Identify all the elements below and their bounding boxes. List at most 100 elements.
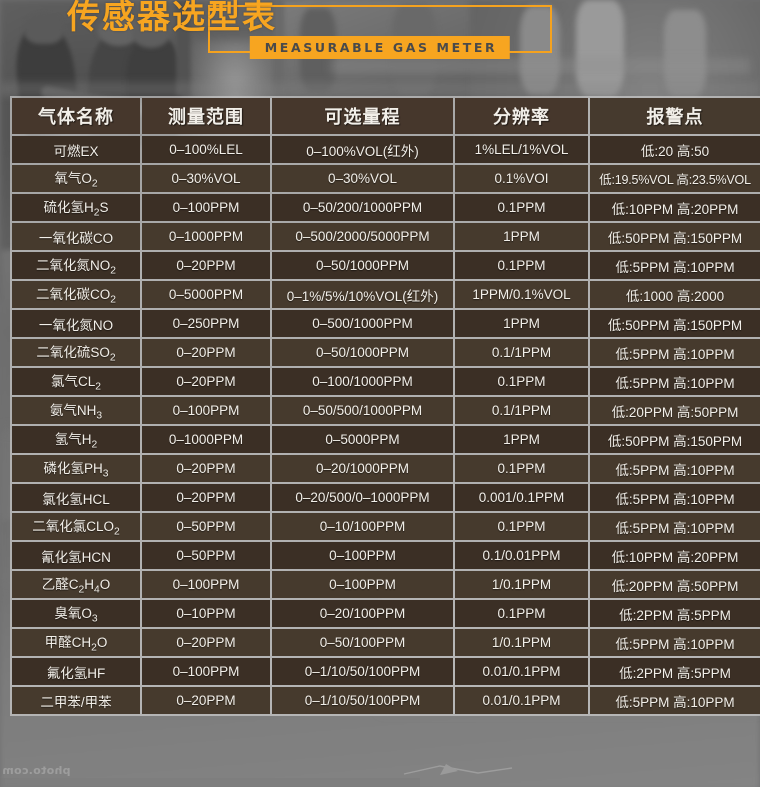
- cell-gas-name: 氟化氢HF: [12, 658, 140, 685]
- cell-measuring-range: 0–50PPM: [142, 542, 270, 569]
- background-figure: [576, 0, 624, 96]
- cell-optional-range: 0–10/100PPM: [272, 513, 453, 540]
- cell-alarm-point: 低:50PPM 高:150PPM: [590, 310, 760, 337]
- cell-gas-name: 二氧化氮NO2: [12, 252, 140, 279]
- cell-alarm-point: 低:2PPM 高:5PPM: [590, 658, 760, 685]
- cell-resolution: 0.01/0.1PPM: [455, 687, 588, 714]
- cell-alarm-point: 低:20 高:50: [590, 136, 760, 163]
- cell-gas-name: 二氧化硫SO2: [12, 339, 140, 366]
- cell-optional-range: 0–500/2000/5000PPM: [272, 223, 453, 250]
- watermark-strip: [0, 778, 420, 787]
- table-body: 可燃EX 0–100%LEL 0–100%VOL(红外) 1%LEL/1%VOL 低:2…: [12, 136, 760, 714]
- cell-resolution: 0.1%VOI: [455, 165, 588, 192]
- page-title: 传感器选型表: [67, 0, 277, 35]
- background-figure: [664, 10, 706, 96]
- cell-alarm-point: 低:1000 高:2000: [590, 281, 760, 308]
- cell-measuring-range: 0–30%VOL: [142, 165, 270, 192]
- cell-measuring-range: 0–10PPM: [142, 600, 270, 627]
- cell-gas-name: 一氧化碳CO: [12, 223, 140, 250]
- table-row: 磷化氢PH3 0–20PPM 0–20/1000PPM 0.1PPM 低:5PPM 高:…: [12, 455, 760, 482]
- cell-alarm-point: 低:5PPM 高:10PPM: [590, 455, 760, 482]
- background-haze: [0, 82, 760, 96]
- cell-optional-range: 0–1/10/50/100PPM: [272, 687, 453, 714]
- table-row: 二氧化碳CO2 0–5000PPM 0–1%/5%/10%VOL(红外) 1PPM/0…: [12, 281, 760, 308]
- table-row: 甲醛CH2O 0–20PPM 0–50/100PPM 1/0.1PPM 低:5PPM 高…: [12, 629, 760, 656]
- cell-optional-range: 0–30%VOL: [272, 165, 453, 192]
- cell-alarm-point: 低:5PPM 高:10PPM: [590, 484, 760, 511]
- table-row: 乙醛C2H4O 0–100PPM 0–100PPM 1/0.1PPM 低:20PPM 高…: [12, 571, 760, 598]
- cell-gas-name: 一氧化氮NO: [12, 310, 140, 337]
- table-row: 二氧化氮NO2 0–20PPM 0–50/1000PPM 0.1PPM 低:5PPM 高…: [12, 252, 760, 279]
- cell-resolution: 0.1/1PPM: [455, 397, 588, 424]
- cell-gas-name: 甲醛CH2O: [12, 629, 140, 656]
- table-row: 二甲苯/甲苯 0–20PPM 0–1/10/50/100PPM 0.01/0.1PPM…: [12, 687, 760, 714]
- cell-gas-name: 磷化氢PH3: [12, 455, 140, 482]
- cell-gas-name: 氯气CL2: [12, 368, 140, 395]
- cell-gas-name: 二甲苯/甲苯: [12, 687, 140, 714]
- cell-gas-name: 臭氧O3: [12, 600, 140, 627]
- watermark-text: photo.com: [2, 764, 71, 777]
- cell-resolution: 1%LEL/1%VOL: [455, 136, 588, 163]
- table-header-row: 气体名称 测量范围 可选量程 分辨率 报警点: [12, 98, 760, 134]
- cell-resolution: 1PPM: [455, 223, 588, 250]
- cell-gas-name: 可燃EX: [12, 136, 140, 163]
- cell-alarm-point: 低:10PPM 高:20PPM: [590, 194, 760, 221]
- cell-resolution: 0.1PPM: [455, 600, 588, 627]
- cell-gas-name: 氢气H2: [12, 426, 140, 453]
- cell-alarm-point: 低:5PPM 高:10PPM: [590, 629, 760, 656]
- cell-optional-range: 0–1/10/50/100PPM: [272, 658, 453, 685]
- cell-optional-range: 0–5000PPM: [272, 426, 453, 453]
- cell-measuring-range: 0–100PPM: [142, 571, 270, 598]
- cell-alarm-point: 低:5PPM 高:10PPM: [590, 339, 760, 366]
- cell-resolution: 0.1PPM: [455, 252, 588, 279]
- cell-resolution: 0.1PPM: [455, 455, 588, 482]
- cell-gas-name: 氯化氢HCL: [12, 484, 140, 511]
- cell-resolution: 1PPM: [455, 310, 588, 337]
- cell-measuring-range: 0–5000PPM: [142, 281, 270, 308]
- cell-alarm-point: 低:50PPM 高:150PPM: [590, 426, 760, 453]
- cell-measuring-range: 0–50PPM: [142, 513, 270, 540]
- cell-resolution: 1PPM/0.1%VOL: [455, 281, 588, 308]
- firefighter-helmet: [24, 14, 64, 44]
- cell-optional-range: 0–100PPM: [272, 571, 453, 598]
- gas-sensor-spec-table: 气体名称 测量范围 可选量程 分辨率 报警点 可燃EX 0–100%LEL 0–10…: [10, 96, 760, 716]
- cell-alarm-point: 低:19.5%VOL 高:23.5%VOL: [590, 165, 760, 192]
- column-header-optional: 可选量程: [272, 98, 453, 134]
- table-row: 氨气NH3 0–100PPM 0–50/500/1000PPM 0.1/1PPM 低:2…: [12, 397, 760, 424]
- table-row: 氟化氢HF 0–100PPM 0–1/10/50/100PPM 0.01/0.1PPM…: [12, 658, 760, 685]
- cell-alarm-point: 低:5PPM 高:10PPM: [590, 513, 760, 540]
- cell-alarm-point: 低:10PPM 高:20PPM: [590, 542, 760, 569]
- cell-measuring-range: 0–100PPM: [142, 397, 270, 424]
- table-row: 氧气O2 0–30%VOL 0–30%VOL 0.1%VOI 低:19.5%VOL 高:…: [12, 165, 760, 192]
- cell-resolution: 0.1PPM: [455, 513, 588, 540]
- cell-measuring-range: 0–20PPM: [142, 687, 270, 714]
- cell-resolution: 1/0.1PPM: [455, 571, 588, 598]
- cell-alarm-point: 低:5PPM 高:10PPM: [590, 252, 760, 279]
- column-header-range: 测量范围: [142, 98, 270, 134]
- cell-resolution: 0.1PPM: [455, 194, 588, 221]
- cell-resolution: 0.1/1PPM: [455, 339, 588, 366]
- cell-optional-range: 0–100/1000PPM: [272, 368, 453, 395]
- cell-optional-range: 0–50/200/1000PPM: [272, 194, 453, 221]
- cell-optional-range: 0–50/100PPM: [272, 629, 453, 656]
- page-subtitle-badge: MEASURABLE GAS METER: [249, 36, 511, 59]
- table-row: 二氧化硫SO2 0–20PPM 0–50/1000PPM 0.1/1PPM 低:5PPM…: [12, 339, 760, 366]
- cell-resolution: 0.001/0.1PPM: [455, 484, 588, 511]
- cell-measuring-range: 0–20PPM: [142, 455, 270, 482]
- table-row: 一氧化碳CO 0–1000PPM 0–500/2000/5000PPM 1PPM 低:5…: [12, 223, 760, 250]
- cell-resolution: 1PPM: [455, 426, 588, 453]
- column-header-gas-name: 气体名称: [12, 98, 140, 134]
- cell-resolution: 0.1PPM: [455, 368, 588, 395]
- cell-optional-range: 0–500/1000PPM: [272, 310, 453, 337]
- cell-gas-name: 二氧化氯CLO2: [12, 513, 140, 540]
- cell-gas-name: 氧气O2: [12, 165, 140, 192]
- cell-resolution: 1/0.1PPM: [455, 629, 588, 656]
- column-header-alarm-point: 报警点: [590, 98, 760, 134]
- background-post: [176, 0, 190, 96]
- table-row: 氰化氢HCN 0–50PPM 0–100PPM 0.1/0.01PPM 低:10PPM …: [12, 542, 760, 569]
- cell-alarm-point: 低:5PPM 高:10PPM: [590, 687, 760, 714]
- cell-optional-range: 0–100PPM: [272, 542, 453, 569]
- background-figure: [520, 6, 560, 94]
- column-header-resolution: 分辨率: [455, 98, 588, 134]
- cell-measuring-range: 0–100PPM: [142, 194, 270, 221]
